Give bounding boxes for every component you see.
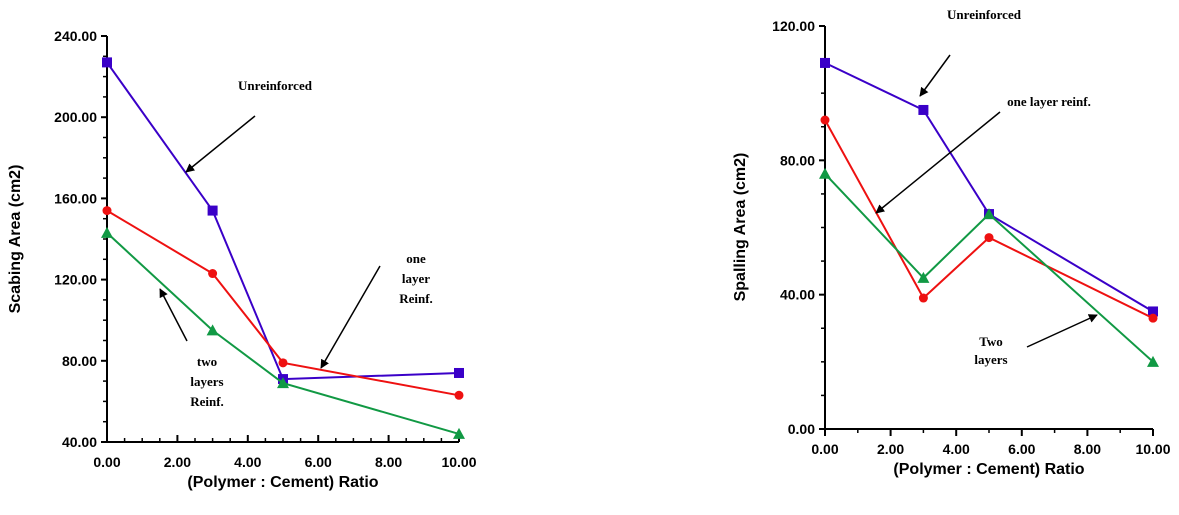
spalling-annotation-arrow xyxy=(875,111,1001,214)
scabing-annotation-text: Reinf. xyxy=(190,394,224,409)
scabing-square-point xyxy=(102,57,112,68)
spalling-x-axis-title: (Polymer : Cement) Ratio xyxy=(893,461,1084,478)
scabing-circle-point xyxy=(454,390,464,400)
spalling-y-tick-label: 80.00 xyxy=(780,152,815,168)
scabing-circle-point xyxy=(278,358,288,368)
scabing-triangle-point xyxy=(101,226,113,238)
scabing-annotation-arrow xyxy=(320,265,381,369)
spalling-series-circle-line xyxy=(824,119,1154,320)
scabing-annotation-text: layers xyxy=(190,374,223,389)
scabing-y-tick-label: 160.00 xyxy=(54,190,97,206)
spalling-square-point xyxy=(1148,306,1158,317)
scabing-annotation-text: layer xyxy=(402,271,430,286)
scabing-series-triangle-line xyxy=(106,232,460,435)
scabing-annotation-text: Unreinforced xyxy=(238,78,313,93)
scabing-y-tick-label: 200.00 xyxy=(54,109,97,125)
scabing-triangle-point xyxy=(453,427,465,439)
scabing-annotation-arrow xyxy=(185,115,256,173)
scabing-x-axis-title: (Polymer : Cement) Ratio xyxy=(187,474,378,491)
spalling-annotation-arrow xyxy=(1026,314,1098,348)
scabing-y-tick-label: 120.00 xyxy=(54,272,97,288)
scabing-x-tick-label: 0.00 xyxy=(93,454,120,470)
scabing-y-tick-label: 80.00 xyxy=(62,353,97,369)
scabing-area-chart: 40.00 80.00 120.00 160.00 200.00 240.00 0.00 2.… xyxy=(7,28,477,491)
spalling-series-triangle-line xyxy=(824,173,1154,363)
spalling-series-square-line xyxy=(824,61,1154,313)
spalling-circle-point xyxy=(820,115,830,125)
scabing-series-square-line xyxy=(106,61,460,381)
spalling-triangle-point xyxy=(819,167,831,179)
spalling-triangle-point xyxy=(917,271,930,283)
scabing-x-tick-label: 8.00 xyxy=(375,454,402,470)
scabing-x-tick-label: 2.00 xyxy=(164,454,191,470)
spalling-y-axis-title: Spalling Area (cm2) xyxy=(732,153,749,302)
scabing-square-point xyxy=(454,367,464,378)
scabing-annotation-text: Reinf. xyxy=(399,291,433,306)
spalling-annotation-text: one layer reinf. xyxy=(1007,94,1091,109)
spalling-area-chart: 0.00 40.00 80.00 120.00 0.00 2.00 4.00 6.00 8.00… xyxy=(732,7,1171,478)
spalling-x-tick-label: 4.00 xyxy=(943,441,970,457)
scabing-y-tick-label: 40.00 xyxy=(62,434,97,450)
scabing-annotation-text: two xyxy=(197,354,217,369)
scabing-y-axis-title: Scabing Area (cm2) xyxy=(7,165,24,314)
spalling-triangle-point xyxy=(1147,355,1159,367)
spalling-square-point xyxy=(820,57,830,68)
spalling-square-point xyxy=(918,104,929,115)
spalling-y-tick-label: 120.00 xyxy=(772,18,815,34)
scabing-circle-point xyxy=(102,206,112,216)
scabing-annotation-text: one xyxy=(406,251,426,266)
scabing-annotation-arrow xyxy=(159,288,188,342)
spalling-circle-point xyxy=(918,293,928,303)
spalling-annotation-arrow xyxy=(919,54,951,97)
scabing-y-tick-label: 240.00 xyxy=(54,28,97,44)
scabing-triangle-point xyxy=(206,324,219,336)
scabing-circle-point xyxy=(208,269,218,279)
spalling-triangle-point xyxy=(983,208,995,220)
spalling-circle-point xyxy=(984,233,994,243)
scabing-series-circle-line xyxy=(106,209,460,397)
spalling-x-tick-label: 10.00 xyxy=(1135,441,1170,457)
spalling-annotation-text: Unreinforced xyxy=(947,7,1022,22)
scabing-square-point xyxy=(207,205,218,216)
scabing-x-tick-label: 4.00 xyxy=(234,454,261,470)
scabing-x-tick-label: 10.00 xyxy=(441,454,476,470)
spalling-annotation-text: layers xyxy=(974,352,1007,367)
spalling-x-tick-label: 8.00 xyxy=(1074,441,1101,457)
spalling-annotation-text: Two xyxy=(979,334,1003,349)
scabing-triangle-point xyxy=(277,377,289,389)
spalling-x-tick-label: 6.00 xyxy=(1008,441,1035,457)
spalling-x-tick-label: 0.00 xyxy=(811,441,838,457)
spalling-circle-point xyxy=(1148,313,1158,323)
spalling-x-tick-label: 2.00 xyxy=(877,441,904,457)
spalling-y-tick-label: 0.00 xyxy=(788,421,815,437)
scabing-x-tick-label: 6.00 xyxy=(305,454,332,470)
spalling-y-tick-label: 40.00 xyxy=(780,287,815,303)
